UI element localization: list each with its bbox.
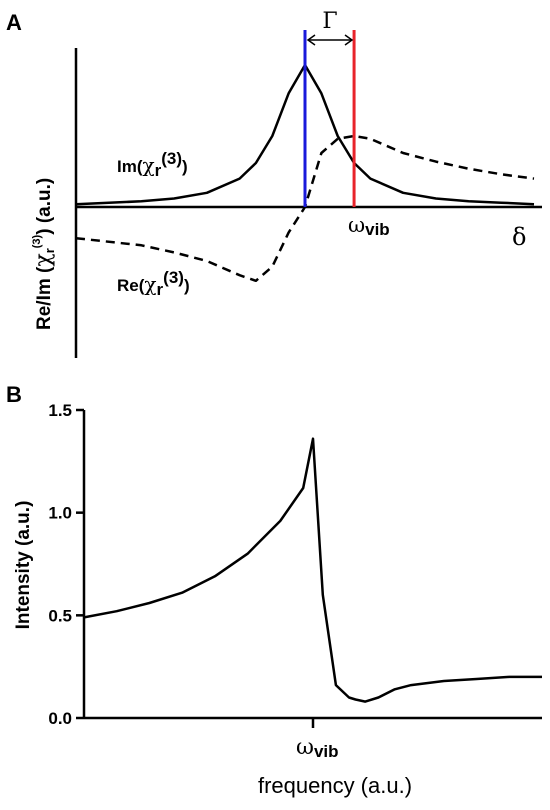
re-curve: [75, 134, 535, 283]
panel-label-a: A: [6, 10, 22, 35]
panel-b-y-tick-label: 0.0: [48, 709, 72, 728]
re-curve-label: Re(χr(3)): [117, 268, 190, 299]
panel-a-y-label: Re/Im (χr(3)) (a.u.): [31, 178, 57, 330]
gamma-label: Γ: [322, 9, 337, 34]
gamma-arrow-head-left: [306, 34, 316, 46]
panel-b-x-tick-label: ωvib: [296, 735, 339, 761]
panel-b-y-ticks: 0.0 0.5 1.0 1.5: [48, 401, 84, 728]
panel-b-series: [83, 437, 542, 703]
panel-a-x-label: δ: [512, 223, 526, 251]
im-curve-label: Im(χr(3)): [117, 149, 188, 180]
panel-b-x-label: frequency (a.u.): [258, 773, 412, 798]
gamma-arrow-head-right: [344, 34, 354, 46]
panel-a-series: [75, 63, 535, 283]
panel-a-omega-label: ωvib: [348, 213, 390, 239]
panel-a-markers: [303, 30, 356, 207]
panel-b-y-tick-label: 1.5: [48, 401, 72, 420]
intensity-curve: [83, 437, 542, 703]
panel-b-y-tick-label: 1.0: [48, 504, 72, 523]
panel-b-y-label: Intensity (a.u.): [13, 501, 34, 630]
panel-b-y-tick-label: 0.5: [48, 606, 72, 625]
panel-label-b: B: [6, 382, 22, 407]
im-curve: [75, 63, 535, 206]
svg-text:Re/Im (χr(3)) (a.u.): Re/Im (χr(3)) (a.u.): [31, 178, 57, 330]
